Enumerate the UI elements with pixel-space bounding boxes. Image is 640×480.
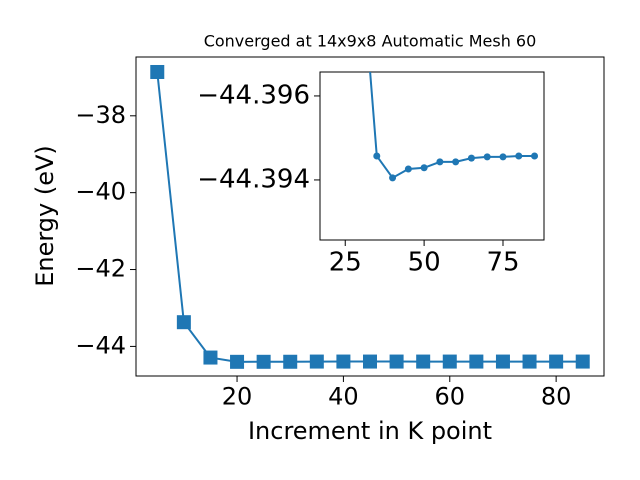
marker [309, 354, 324, 369]
chart-title: Converged at 14x9x8 Automatic Mesh 60 [204, 32, 537, 51]
y-tick-label: −44.396 [197, 80, 310, 110]
y-tick-label: −38 [75, 101, 126, 129]
x-tick-label: 75 [486, 247, 519, 277]
marker [531, 152, 539, 160]
x-tick-label: 40 [328, 383, 359, 411]
marker [336, 354, 351, 369]
x-tick-label: 25 [329, 247, 362, 277]
y-tick-label: −44 [75, 331, 126, 359]
x-tick-label: 50 [408, 247, 441, 277]
plot-area [150, 64, 590, 369]
marker [373, 152, 381, 160]
marker [452, 158, 460, 166]
marker [283, 354, 298, 369]
marker [575, 354, 590, 369]
marker [467, 154, 475, 162]
y-tick-label: −42 [75, 255, 126, 283]
marker [256, 354, 271, 369]
marker [469, 354, 484, 369]
marker [176, 315, 191, 330]
y-tick-label: −44.394 [197, 164, 310, 194]
y-axis-label: Energy (eV) [31, 145, 59, 287]
marker [150, 64, 165, 79]
x-tick-label: 80 [541, 383, 572, 411]
marker [549, 354, 564, 369]
marker [363, 354, 377, 369]
marker [416, 354, 431, 369]
marker [203, 350, 218, 365]
marker [389, 174, 397, 182]
marker [515, 152, 523, 160]
marker [230, 354, 245, 369]
marker [436, 158, 444, 166]
marker [495, 354, 510, 369]
marker [499, 153, 507, 161]
x-tick-label: 20 [222, 383, 253, 411]
marker [404, 165, 412, 173]
marker [522, 354, 537, 369]
x-tick-label: 60 [434, 383, 465, 411]
marker [442, 354, 457, 369]
plot-area [369, 72, 539, 182]
marker [389, 354, 404, 369]
x-axis-label: Increment in K point [248, 417, 492, 445]
y-tick-label: −40 [75, 178, 126, 206]
marker [420, 164, 428, 172]
marker [483, 153, 491, 161]
